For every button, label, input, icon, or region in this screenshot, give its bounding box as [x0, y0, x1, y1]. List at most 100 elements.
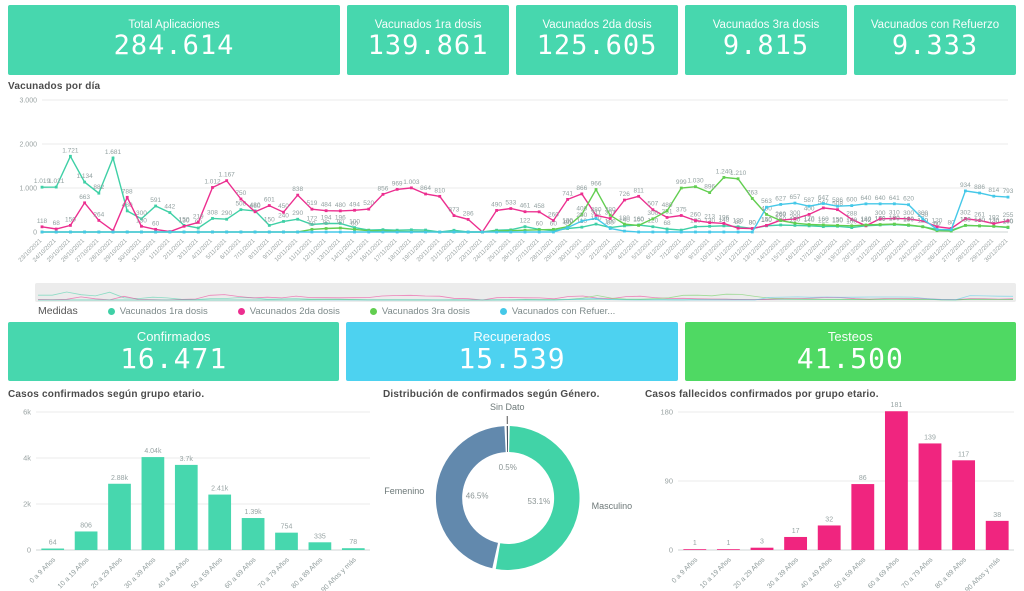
svg-text:255: 255: [1003, 212, 1014, 219]
chart-overview-scrollbar[interactable]: [35, 283, 1016, 302]
svg-text:90: 90: [665, 477, 673, 486]
svg-text:260: 260: [775, 212, 786, 219]
svg-text:90 Años y más: 90 Años y más: [964, 556, 1002, 591]
svg-text:3.7k: 3.7k: [180, 456, 194, 463]
svg-text:80 a 89 Años: 80 a 89 Años: [290, 556, 324, 590]
legend-item-1[interactable]: Vacunados 1ra dosis: [107, 306, 208, 317]
svg-text:494: 494: [349, 201, 360, 208]
svg-text:Femenino: Femenino: [384, 486, 424, 496]
svg-text:1.681: 1.681: [105, 149, 122, 156]
svg-text:458: 458: [534, 203, 545, 210]
kpi-label: Recuperados: [473, 329, 551, 344]
legend-label: Vacunados 3ra dosis: [381, 305, 470, 317]
svg-text:150: 150: [761, 216, 772, 223]
chart-overview-sparkline: [37, 291, 1014, 301]
svg-text:450: 450: [278, 203, 289, 210]
legend-item-4[interactable]: Vacunados con Refuer...: [499, 306, 615, 317]
svg-text:300: 300: [903, 210, 914, 217]
kpi-value: 9.815: [722, 30, 810, 61]
svg-text:50 a 59 Años: 50 a 59 Años: [190, 556, 224, 590]
kpi-value: 15.539: [458, 342, 566, 375]
svg-text:300: 300: [917, 210, 928, 217]
svg-text:1.240: 1.240: [716, 168, 733, 175]
svg-text:140: 140: [974, 217, 985, 224]
svg-text:160: 160: [633, 216, 644, 223]
svg-text:140: 140: [718, 217, 729, 224]
legend-item-3[interactable]: Vacunados 3ra dosis: [369, 305, 470, 317]
svg-text:838: 838: [292, 186, 303, 193]
svg-text:150: 150: [832, 216, 843, 223]
svg-text:170: 170: [875, 216, 886, 223]
svg-text:1.003: 1.003: [403, 179, 420, 186]
svg-text:750: 750: [235, 190, 246, 197]
svg-text:663: 663: [79, 194, 90, 201]
svg-text:219: 219: [193, 213, 204, 220]
svg-text:20 a 29 Años: 20 a 29 Años: [90, 556, 124, 590]
svg-text:80: 80: [948, 219, 956, 226]
svg-text:117: 117: [958, 451, 969, 458]
svg-text:2.41k: 2.41k: [211, 486, 229, 493]
svg-text:194: 194: [321, 214, 332, 221]
svg-text:30 a 39 Años: 30 a 39 Años: [123, 556, 157, 590]
svg-text:0.5%: 0.5%: [499, 463, 517, 472]
svg-text:78: 78: [349, 539, 357, 546]
svg-text:288: 288: [846, 210, 857, 217]
svg-text:140: 140: [804, 217, 815, 224]
kpi-total-aplicaciones: Total Aplicaciones 284.614: [8, 5, 341, 75]
svg-text:1: 1: [693, 540, 697, 547]
svg-text:380: 380: [605, 206, 616, 213]
svg-text:60 a 69 Años: 60 a 69 Años: [224, 556, 258, 590]
svg-text:139: 139: [924, 434, 936, 441]
confirmed-by-age-bar-chart[interactable]: 0 2k 4k 6k 64 0 a 9 Años 806 10 a 19 Años 2.88k 2…: [4, 398, 376, 591]
svg-text:373: 373: [449, 207, 460, 214]
svg-text:302: 302: [960, 210, 971, 217]
gender-distribution-donut-chart[interactable]: 53.1% Masculino 46.5% Femenino 0.5% Sin Dato: [380, 398, 640, 591]
deaths-by-age-bar-chart[interactable]: 0 90 180 1 0 a 9 Años 1 10 a 19 Años 3 20 a 29 A…: [642, 398, 1020, 591]
kpi-vacunados-3ra: Vacunados 3ra dosis 9.815: [685, 5, 848, 75]
svg-text:640: 640: [875, 195, 886, 202]
svg-text:2.000: 2.000: [19, 142, 37, 149]
svg-text:641: 641: [889, 195, 900, 202]
svg-text:1.012: 1.012: [204, 178, 221, 185]
kpi-value: 139.861: [367, 30, 489, 61]
kpi-vacunados-1ra: Vacunados 1ra dosis 139.861: [347, 5, 510, 75]
vaccinations-per-day-line-chart[interactable]: 01.0002.0003.00023/10/202124/10/202125/1…: [8, 90, 1016, 280]
legend-item-2[interactable]: Vacunados 2da dosis: [237, 305, 340, 317]
svg-text:400: 400: [576, 205, 587, 212]
svg-text:442: 442: [164, 204, 175, 211]
svg-text:60: 60: [351, 220, 359, 227]
svg-text:100: 100: [562, 219, 573, 226]
svg-text:866: 866: [576, 185, 587, 192]
svg-text:519: 519: [306, 200, 317, 207]
kpi-value: 41.500: [796, 342, 904, 375]
kpi-label: Vacunados 2da dosis: [542, 19, 652, 31]
svg-text:264: 264: [93, 211, 104, 218]
svg-text:814: 814: [988, 187, 999, 194]
svg-text:1.030: 1.030: [687, 178, 704, 185]
svg-text:600: 600: [846, 197, 857, 204]
svg-text:17: 17: [792, 528, 800, 535]
svg-text:70 a 79 Años: 70 a 79 Años: [901, 556, 935, 590]
legend-label: Vacunados 2da dosis: [249, 305, 340, 317]
svg-text:400: 400: [804, 205, 815, 212]
svg-text:533: 533: [505, 200, 516, 207]
svg-text:110: 110: [1003, 218, 1014, 225]
svg-text:1.000: 1.000: [19, 186, 37, 193]
svg-text:68: 68: [53, 220, 61, 227]
svg-text:1.021: 1.021: [48, 178, 65, 185]
svg-text:130: 130: [832, 217, 843, 224]
svg-text:122: 122: [520, 218, 531, 225]
svg-text:250: 250: [917, 212, 928, 219]
svg-text:80: 80: [564, 219, 572, 226]
svg-text:999: 999: [676, 179, 687, 186]
svg-text:60: 60: [308, 220, 316, 227]
svg-text:60: 60: [933, 220, 941, 227]
svg-text:Masculino: Masculino: [592, 501, 633, 511]
svg-text:150: 150: [960, 216, 971, 223]
svg-text:308: 308: [207, 209, 218, 216]
svg-text:300: 300: [875, 210, 886, 217]
svg-text:200: 200: [789, 214, 800, 221]
svg-text:142: 142: [861, 217, 872, 224]
svg-text:100: 100: [349, 219, 360, 226]
svg-text:480: 480: [662, 202, 673, 209]
